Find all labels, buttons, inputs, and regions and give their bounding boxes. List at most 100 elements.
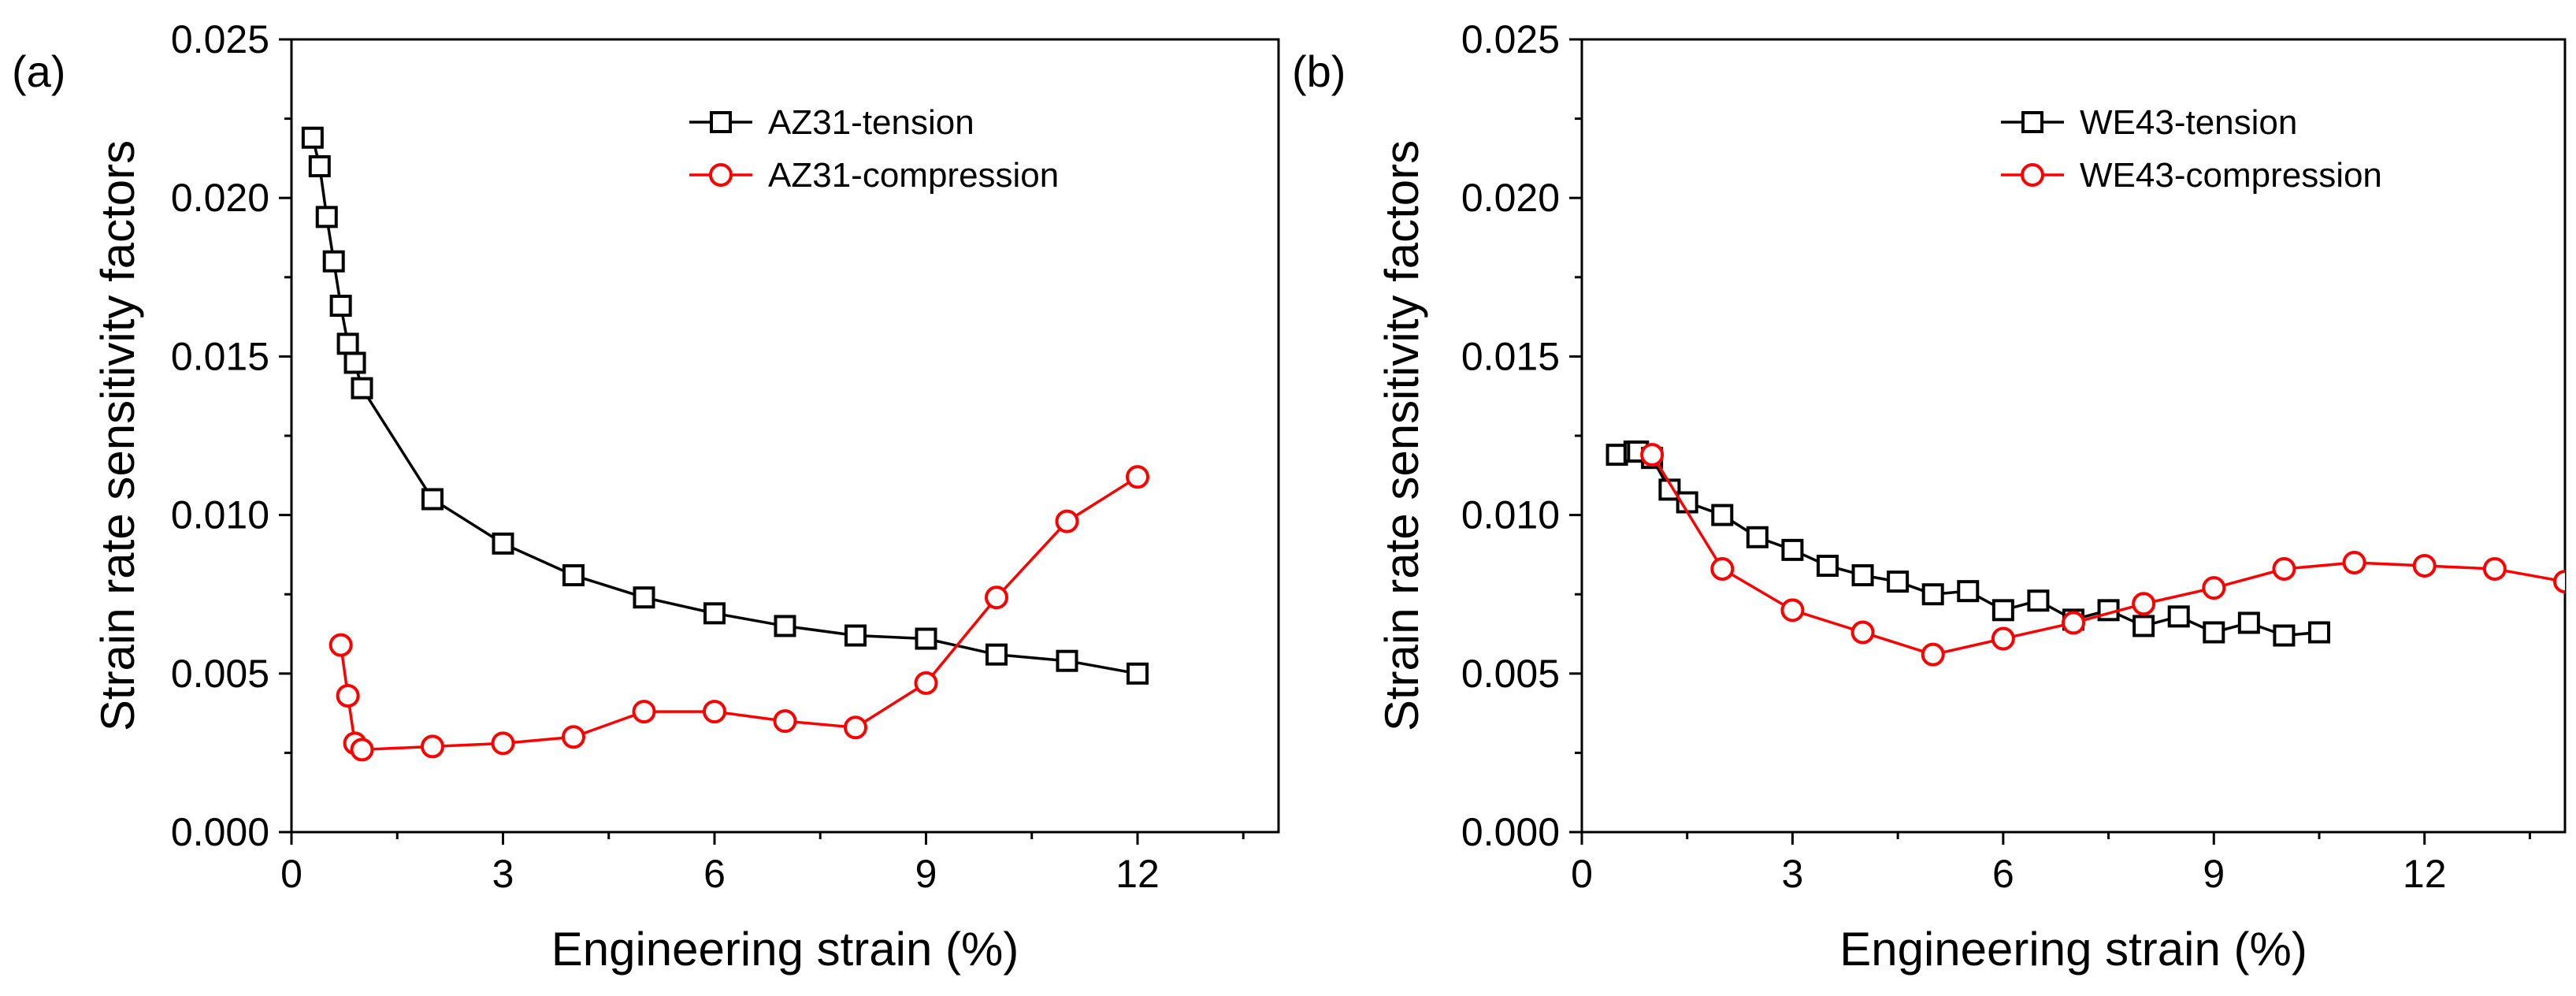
data-point-a-0-18 — [1127, 662, 1149, 685]
panel-label-a: (a) — [12, 46, 65, 96]
data-point-b-0-20 — [2203, 621, 2225, 644]
data-point-b-0-7 — [1746, 526, 1769, 548]
x-axis-title-a: Engineering strain (%) — [551, 923, 1019, 976]
data-point-a-0-7 — [351, 377, 373, 400]
y-tick-label-b-4: 0.020 — [1461, 176, 1560, 220]
data-point-a-1-13 — [1055, 509, 1079, 533]
data-point-a-1-8 — [703, 700, 726, 724]
data-point-b-0-10 — [1851, 564, 1874, 587]
data-point-a-0-14 — [844, 624, 867, 647]
data-point-b-0-14 — [1991, 599, 2014, 622]
data-point-a-0-15 — [915, 627, 937, 650]
x-tick-label-a-1: 3 — [492, 852, 514, 896]
plot-frame-b — [1580, 38, 2567, 834]
data-point-a-1-0 — [328, 633, 353, 657]
data-point-a-0-6 — [343, 351, 366, 374]
data-point-b-1-6 — [2062, 611, 2085, 635]
series-b-1 — [1640, 443, 2565, 667]
data-point-a-0-4 — [329, 295, 352, 318]
y-tick-label-b-2: 0.010 — [1461, 493, 1560, 537]
x-tick-label-b-0: 0 — [1571, 852, 1593, 896]
data-point-a-0-2 — [315, 206, 338, 229]
data-point-a-1-3 — [350, 738, 374, 762]
y-tick-label-a-1: 0.005 — [171, 652, 269, 696]
data-point-b-1-5 — [1991, 626, 2015, 651]
x-tick-label-a-2: 6 — [703, 852, 726, 896]
y-axis-title-b: Strain rate sensitivity factors — [1375, 140, 1428, 731]
data-point-b-0-15 — [2027, 589, 2050, 612]
x-axis-title-b: Engineering strain (%) — [1839, 923, 2307, 976]
data-point-a-1-7 — [632, 700, 656, 724]
data-point-b-1-2 — [1780, 598, 1805, 622]
y-axis-title-a: Strain rate sensitivity factors — [91, 140, 144, 731]
legend-marker-b-1 — [2021, 163, 2044, 187]
legend-label-a-0: AZ31-tension — [768, 103, 974, 142]
data-point-a-0-9 — [492, 532, 514, 555]
y-tick-label-b-5: 0.025 — [1461, 17, 1560, 61]
x-tick-label-a-0: 0 — [280, 852, 303, 896]
data-point-a-0-16 — [985, 643, 1008, 666]
series-b-0 — [1605, 440, 2330, 647]
data-point-a-1-12 — [985, 585, 1008, 610]
data-point-a-1-10 — [844, 715, 867, 740]
data-point-a-0-5 — [336, 333, 359, 355]
y-tick-label-a-3: 0.015 — [171, 334, 269, 378]
y-tick-label-b-0: 0.000 — [1461, 810, 1560, 854]
legend-label-a-1: AZ31-compression — [768, 156, 1059, 195]
data-point-b-1-9 — [2272, 557, 2296, 582]
data-point-b-0-8 — [1781, 538, 1804, 561]
data-point-a-1-11 — [914, 671, 938, 695]
data-point-b-1-10 — [2342, 550, 2366, 574]
data-point-a-0-3 — [322, 250, 345, 273]
y-tick-label-a-4: 0.020 — [171, 176, 269, 220]
data-point-a-0-13 — [774, 615, 796, 637]
data-point-b-0-13 — [1957, 580, 1980, 603]
series-line-a-0 — [311, 137, 1138, 675]
data-point-b-1-7 — [2132, 592, 2156, 616]
series-a-1 — [328, 465, 1149, 762]
legend-label-b-0: WE43-tension — [2080, 103, 2297, 142]
data-point-b-0-9 — [1817, 554, 1839, 577]
data-point-a-0-0 — [301, 126, 324, 149]
x-tick-label-b-4: 12 — [2403, 852, 2447, 896]
data-point-a-0-1 — [308, 154, 331, 177]
data-point-a-1-5 — [491, 731, 515, 756]
series-line-b-0 — [1616, 450, 2320, 637]
data-point-b-0-19 — [2167, 605, 2190, 628]
series-a-0 — [301, 126, 1149, 685]
y-tick-label-a-2: 0.010 — [171, 493, 269, 537]
data-point-a-0-12 — [703, 602, 726, 625]
data-point-b-0-12 — [1921, 583, 1944, 606]
data-point-b-1-4 — [1921, 642, 1945, 667]
data-point-a-1-4 — [421, 734, 444, 759]
data-point-b-1-12 — [2482, 557, 2507, 582]
data-point-a-0-17 — [1056, 649, 1078, 672]
x-tick-label-b-1: 3 — [1782, 852, 1804, 896]
x-tick-label-a-4: 12 — [1115, 852, 1160, 896]
data-point-b-1-0 — [1640, 443, 1665, 467]
chart-panel-b: (b) 0 3 6 9 12 0.000 0.005 0.010 0.015 0.020 0.025 E… — [1292, 17, 2567, 976]
legend-label-b-1: WE43-compression — [2080, 156, 2382, 195]
data-point-b-0-22 — [2273, 624, 2296, 647]
data-point-a-0-8 — [421, 488, 444, 511]
data-point-b-1-3 — [1850, 620, 1875, 645]
data-point-b-0-6 — [1711, 504, 1734, 526]
data-point-a-1-1 — [336, 683, 360, 708]
data-point-a-1-14 — [1126, 465, 1149, 489]
data-point-b-0-4 — [1658, 478, 1681, 501]
x-tick-label-b-3: 9 — [2203, 852, 2225, 896]
data-point-a-0-11 — [633, 586, 655, 609]
legend-marker-a-0 — [710, 111, 732, 133]
data-point-a-0-10 — [562, 564, 585, 587]
data-point-a-1-9 — [773, 709, 797, 734]
data-point-b-1-8 — [2202, 576, 2226, 600]
x-tick-label-a-3: 9 — [915, 852, 937, 896]
legend-marker-a-1 — [709, 163, 733, 187]
data-point-b-1-11 — [2412, 553, 2437, 578]
legend-marker-b-0 — [2021, 111, 2043, 133]
data-point-b-1-1 — [1710, 557, 1735, 582]
data-point-b-0-21 — [2237, 611, 2260, 634]
panel-label-b: (b) — [1292, 46, 1346, 96]
